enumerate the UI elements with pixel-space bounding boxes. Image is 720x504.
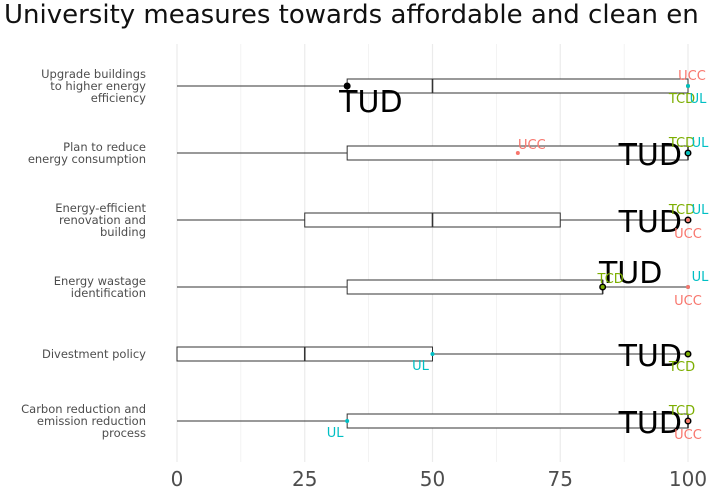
point-tud bbox=[343, 82, 351, 90]
point-tcd bbox=[600, 285, 605, 289]
point-label-ul: UL bbox=[412, 359, 430, 374]
category-label: efficiency bbox=[91, 91, 146, 105]
category-label: building bbox=[100, 225, 146, 239]
point-label-tcd: TCD bbox=[668, 360, 695, 375]
x-tick-label: 50 bbox=[420, 467, 445, 491]
point-label-tud: TUD bbox=[598, 256, 662, 291]
point-label-ul: UL bbox=[327, 426, 345, 441]
category-label: Energy-efficient bbox=[55, 201, 146, 215]
point-label-ucc: UCC bbox=[674, 294, 702, 309]
point-ucc bbox=[686, 218, 690, 222]
point-label-tcd: TCD bbox=[668, 404, 695, 419]
point-label-ucc: UCC bbox=[678, 69, 706, 84]
category-label: process bbox=[102, 426, 146, 440]
point-label-ul: UL bbox=[692, 270, 710, 285]
x-tick-label: 100 bbox=[669, 467, 707, 491]
point-label-tud: TUD bbox=[338, 85, 402, 120]
point-label-ul: UL bbox=[692, 203, 710, 218]
x-tick-label: 75 bbox=[548, 467, 573, 491]
category-label: emission reduction bbox=[37, 414, 146, 428]
point-label-tcd: TCD bbox=[668, 203, 695, 218]
point-label-tcd: TCD bbox=[668, 92, 695, 107]
category-label: Divestment policy bbox=[42, 347, 146, 361]
x-tick-label: 0 bbox=[171, 467, 184, 491]
category-label: Carbon reduction and bbox=[21, 402, 146, 416]
box bbox=[346, 279, 604, 295]
point-ul bbox=[686, 151, 690, 155]
point-label-tcd: TCD bbox=[597, 272, 624, 287]
point-ucc bbox=[686, 419, 690, 423]
category-label: Plan to reduce bbox=[63, 140, 146, 154]
point-label-ucc: UCC bbox=[518, 138, 546, 153]
point-label-tcd: TCD bbox=[668, 136, 695, 151]
point-ul bbox=[345, 419, 350, 423]
point-label-ucc: UCC bbox=[674, 428, 702, 443]
category-label: Upgrade buildings bbox=[41, 67, 146, 81]
x-tick-label: 25 bbox=[292, 467, 317, 491]
point-ucc bbox=[686, 285, 690, 289]
category-label: to higher energy bbox=[50, 79, 146, 93]
point-ul bbox=[430, 352, 435, 356]
point-label-tud: TUD bbox=[618, 339, 682, 374]
point-label-tud: TUD bbox=[618, 205, 682, 240]
category-label: Energy wastage bbox=[54, 274, 146, 288]
category-label: energy consumption bbox=[28, 152, 146, 166]
point-label-tud: TUD bbox=[618, 138, 682, 173]
point-label-tud: TUD bbox=[618, 406, 682, 441]
category-label: renovation and bbox=[59, 213, 146, 227]
point-ucc bbox=[515, 151, 520, 155]
point-label-ul: UL bbox=[690, 92, 708, 107]
chart-title: University measures towards affordable a… bbox=[4, 0, 699, 30]
point-label-ucc: UCC bbox=[674, 227, 702, 242]
point-ul bbox=[686, 84, 690, 88]
point-tcd bbox=[686, 352, 690, 356]
point-label-ul: UL bbox=[692, 136, 710, 151]
category-label: identification bbox=[71, 286, 146, 300]
